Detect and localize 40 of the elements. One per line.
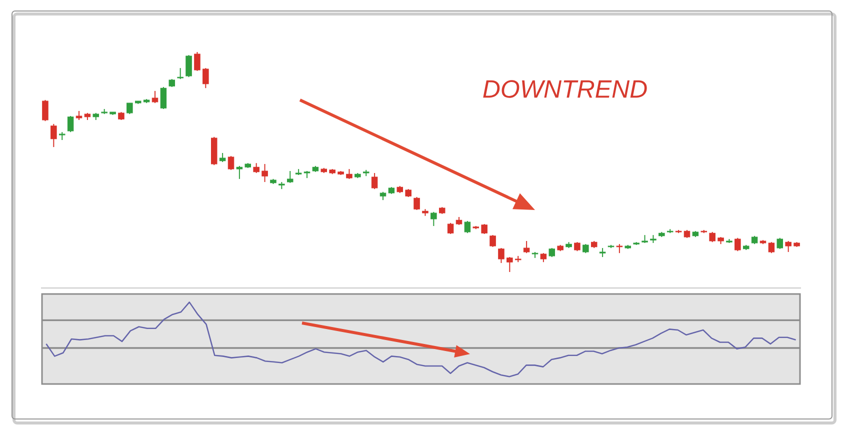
- candlestick: [346, 168, 352, 180]
- candlestick: [152, 90, 158, 104]
- candlestick: [286, 170, 294, 184]
- candlestick: [177, 68, 184, 80]
- candlestick: [776, 237, 784, 250]
- annotation: DOWNTREND: [483, 80, 647, 98]
- candlestick: [616, 244, 623, 254]
- candlestick: [50, 123, 57, 148]
- candlestick: [582, 244, 589, 254]
- candlestick: [76, 110, 82, 120]
- candlestick: [464, 220, 471, 234]
- candlestick: [574, 242, 580, 252]
- candlestick: [498, 248, 504, 264]
- candlestick: [709, 231, 716, 243]
- candlestick: [490, 234, 496, 248]
- candlestick: [253, 162, 260, 174]
- candlestick: [414, 196, 420, 210]
- candlestick: [236, 165, 243, 180]
- candlestick: [186, 54, 192, 78]
- candlestick: [540, 252, 547, 263]
- candlestick: [599, 248, 606, 258]
- candlestick: [160, 86, 167, 110]
- candlestick: [371, 172, 378, 190]
- candlestick: [734, 237, 741, 252]
- candlestick: [785, 240, 792, 252]
- candlestick: [768, 242, 775, 254]
- candlestick: [506, 256, 513, 273]
- candlestick: [194, 52, 200, 72]
- candlestick: [447, 222, 454, 234]
- candlestick: [262, 163, 268, 183]
- candlestick: [202, 68, 209, 89]
- candlestick: [228, 156, 234, 170]
- candlestick: [126, 102, 133, 115]
- candlestick: [548, 248, 556, 258]
- candlestick: [430, 211, 437, 227]
- candlestick: [42, 99, 48, 122]
- candlestick: [481, 224, 488, 234]
- candlestick: [523, 240, 530, 254]
- candlestick: [219, 152, 226, 162]
- candlestick: [67, 116, 74, 133]
